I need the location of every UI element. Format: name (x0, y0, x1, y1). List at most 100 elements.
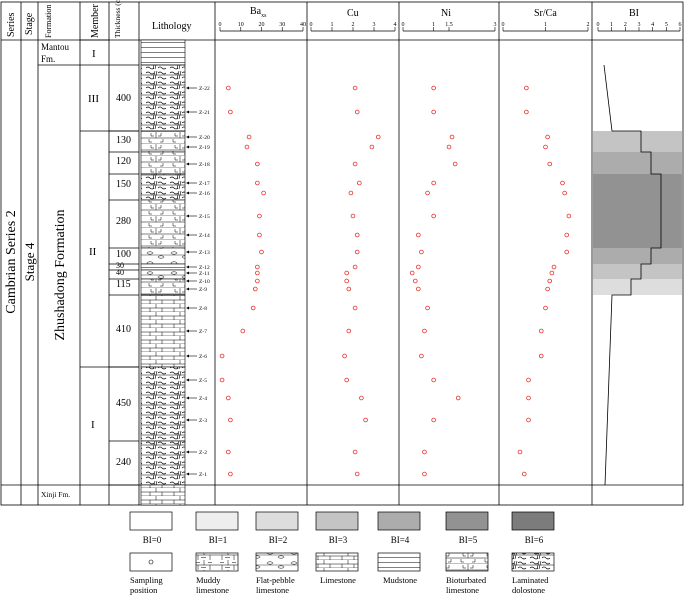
data-point (354, 109, 360, 115)
legend-litho-label: Muddy (196, 575, 221, 585)
lithology-bed (140, 130, 186, 153)
data-point (431, 377, 436, 383)
data-point (356, 180, 362, 186)
chart-axes: 0 10 20 30 40 0 1 2 3 4 0 1 1.5 3 0 1 2 0 1 2 3 4 5 6 (219, 22, 682, 32)
data-point (524, 85, 529, 91)
data-point (452, 161, 458, 167)
ba-label: Ba (250, 6, 262, 17)
header-lithology: Lithology (152, 21, 191, 32)
thickness-label: 150 (116, 179, 131, 190)
legend-litho-swatch (195, 552, 239, 572)
legend-bi-label: BI=5 (459, 535, 478, 545)
bi-band (593, 264, 682, 270)
axis-tick-label: 3 (373, 22, 376, 28)
lithology-bed (140, 484, 186, 506)
axis-tick-label: 3 (494, 22, 497, 28)
header-stage: Stage (24, 12, 35, 35)
data-point (240, 328, 246, 334)
lithology-bed (140, 199, 186, 249)
sample-arrowhead (186, 265, 189, 269)
legend-litho-label: Bioturbated (446, 575, 487, 585)
data-point (255, 278, 260, 284)
data-point (219, 353, 225, 359)
data-point (354, 471, 360, 477)
thickness-label: 30 (116, 261, 124, 270)
legend-litho-label: limestone (256, 585, 289, 595)
data-point (409, 270, 415, 276)
legend-bi-swatch (129, 511, 173, 531)
legend-litho-label: dolostone (512, 585, 545, 595)
lithology-bed (140, 247, 186, 265)
strat-labels: Cambrian Series 2 Stage 4 Mantou Fm. Zhu… (4, 42, 99, 499)
member-2-label: II (89, 246, 97, 258)
data-point (422, 471, 427, 477)
data-point (545, 286, 550, 292)
data-point (449, 134, 455, 140)
legend-litho-label: Mudstone (383, 575, 417, 585)
data-point (228, 417, 233, 423)
data-point (419, 353, 424, 359)
axis-tick-label: 1.5 (445, 22, 453, 28)
axis-tick-label: 20 (259, 22, 265, 28)
thickness-label: 410 (116, 324, 131, 335)
sample-arrowhead (186, 135, 189, 139)
legend-litho-swatch (129, 552, 173, 572)
bi-band (593, 279, 682, 295)
sample-label: Z-18 (199, 162, 210, 168)
header-ni: Ni (441, 8, 451, 19)
bi-band (593, 152, 682, 174)
data-point (543, 144, 548, 150)
sample-label: Z-1 (199, 472, 207, 478)
data-point (346, 328, 352, 334)
legend-litho-label: limestone (196, 585, 229, 595)
series-label: Cambrian Series 2 (4, 210, 19, 313)
data-point (416, 232, 421, 238)
lithology-bed (140, 440, 186, 486)
data-point (547, 161, 553, 167)
sample-arrowhead (186, 279, 189, 283)
legend-litho-label: Laminated (512, 575, 549, 585)
axis-tick-label: 0 (402, 22, 405, 28)
data-point (346, 286, 352, 292)
legend-litho-swatch (255, 552, 299, 572)
thickness-label: 280 (116, 216, 131, 227)
sample-arrowhead (186, 86, 189, 90)
data-point (344, 270, 350, 276)
bi-tick-label: 5 (665, 22, 668, 28)
data-point (261, 190, 266, 196)
header-member: Member (90, 3, 101, 38)
data-point (359, 395, 364, 401)
thickness-label: 120 (116, 156, 131, 167)
legend-litho-label: Flat-pebble (256, 575, 295, 585)
data-point (246, 134, 252, 140)
bi-band (593, 200, 682, 248)
sample-label: Z-2 (199, 450, 207, 456)
data-point (348, 190, 354, 196)
bi-band (593, 131, 682, 152)
data-point (369, 144, 375, 150)
formation-top-label-2: Fm. (41, 54, 55, 64)
data-point (255, 264, 260, 270)
header-cu: Cu (347, 8, 359, 19)
thickness-label: 115 (116, 279, 131, 290)
lithology-bed (140, 39, 186, 66)
column-grid (0, 1, 684, 506)
formation-bottom-label: Xinji Fm. (41, 490, 70, 499)
axis-tick-label: 30 (279, 22, 285, 28)
bi-tick-label: 6 (679, 22, 682, 28)
lithology-bed (140, 173, 186, 201)
data-point (425, 305, 430, 311)
axis-tick-label: 4 (394, 22, 397, 28)
data-point (422, 328, 427, 334)
data-point (416, 264, 421, 270)
sample-arrowhead (186, 378, 189, 382)
legend-bi-swatch (377, 511, 421, 531)
sample-label: Z-4 (199, 396, 207, 402)
thickness-label: 130 (116, 135, 131, 146)
data-point (517, 449, 523, 455)
sample-label: Z-5 (199, 378, 207, 384)
data-point (419, 249, 424, 255)
sample-label: Z-3 (199, 418, 207, 424)
data-point (228, 109, 233, 115)
